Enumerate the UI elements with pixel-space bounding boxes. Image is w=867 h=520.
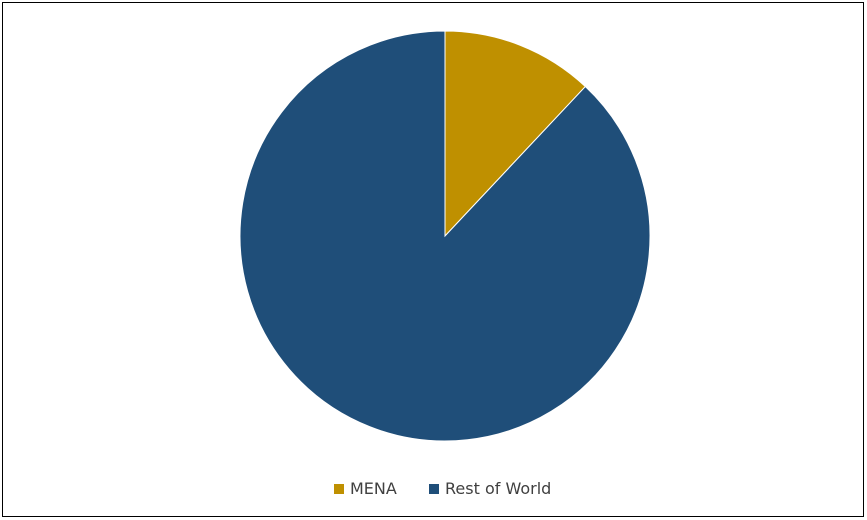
pie-slice-rest-of-world — [239, 30, 651, 442]
legend-label-mena: MENA — [350, 479, 397, 498]
pie-slice-mena — [444, 30, 587, 238]
legend: MENA Rest of World — [334, 479, 551, 498]
legend-label-rest-of-world: Rest of World — [445, 479, 551, 498]
legend-swatch-mena — [334, 484, 344, 494]
pie-chart: MENA Rest of World — [239, 30, 651, 498]
pie-slices — [239, 30, 651, 442]
legend-swatch-rest-of-world — [429, 484, 439, 494]
